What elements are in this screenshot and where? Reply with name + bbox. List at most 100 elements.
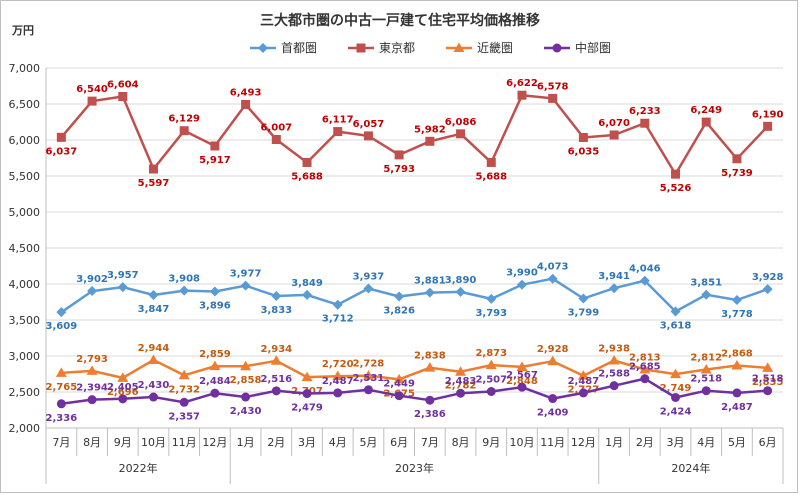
data-label: 2,696 xyxy=(107,387,139,398)
data-label: 2,518 xyxy=(752,374,784,385)
data-label: 2,484 xyxy=(199,376,231,387)
data-label: 6,129 xyxy=(168,114,200,125)
data-point xyxy=(763,386,773,396)
x-tick-label: 5月 xyxy=(359,436,377,449)
legend-marker xyxy=(258,43,268,53)
series-line-1 xyxy=(60,277,769,314)
data-label: 6,578 xyxy=(537,81,569,92)
data-point xyxy=(209,286,220,297)
data-point xyxy=(333,388,343,398)
data-label: 2,487 xyxy=(322,376,354,387)
data-label: 2,588 xyxy=(598,369,630,380)
data-label: 6,622 xyxy=(506,78,538,89)
data-label: 6,035 xyxy=(568,146,600,157)
data-point xyxy=(486,386,496,396)
data-point xyxy=(271,386,281,396)
legend-marker xyxy=(356,43,366,53)
x-tick-label: 9月 xyxy=(482,436,500,449)
data-point xyxy=(609,381,619,391)
data-point xyxy=(608,354,620,365)
data-point xyxy=(147,354,159,365)
data-point xyxy=(241,100,251,110)
data-label: 6,117 xyxy=(322,115,354,126)
data-point xyxy=(363,385,373,395)
data-point xyxy=(241,392,251,402)
data-point xyxy=(425,395,435,405)
data-point xyxy=(486,157,496,167)
data-point xyxy=(517,90,527,100)
data-point xyxy=(456,129,466,139)
data-label: 2,507 xyxy=(475,374,507,385)
y-tick-label: 7,000 xyxy=(9,62,41,75)
x-tick-label: 4月 xyxy=(697,436,715,449)
data-label: 2,793 xyxy=(76,354,108,365)
y-tick-label: 4,500 xyxy=(9,242,41,255)
data-point xyxy=(270,355,282,365)
data-label: 2,405 xyxy=(107,382,139,393)
data-point xyxy=(670,368,682,379)
data-label: 2,685 xyxy=(629,362,661,373)
data-point xyxy=(671,169,681,179)
data-label: 2,928 xyxy=(537,344,569,355)
y-tick-label: 2,500 xyxy=(9,386,41,399)
x-tick-label: 10月 xyxy=(141,436,166,449)
data-label: 2,728 xyxy=(353,359,385,370)
data-point xyxy=(609,130,619,140)
data-label: 4,046 xyxy=(629,264,661,275)
data-label: 5,597 xyxy=(138,178,170,189)
data-label: 2,479 xyxy=(291,403,323,414)
data-point xyxy=(578,293,589,304)
x-tick-label: 6月 xyxy=(759,436,777,449)
data-label: 6,007 xyxy=(260,122,292,133)
data-label: 6,190 xyxy=(752,109,784,120)
data-point xyxy=(56,307,67,318)
y-tick-label: 6,500 xyxy=(9,98,41,111)
data-point xyxy=(86,365,98,375)
data-point xyxy=(56,132,66,142)
data-point xyxy=(179,126,189,136)
data-point xyxy=(210,388,220,398)
legend-marker xyxy=(453,42,465,52)
data-point xyxy=(455,286,466,297)
data-label: 3,902 xyxy=(76,274,108,285)
data-label: 2,835 xyxy=(752,377,784,388)
legend-label: 近畿圏 xyxy=(477,41,513,55)
legend-marker xyxy=(552,43,562,53)
data-label: 2,732 xyxy=(168,384,200,395)
data-label: 3,847 xyxy=(138,304,170,315)
year-label: 2022年 xyxy=(119,461,158,475)
data-label: 2,386 xyxy=(414,409,446,420)
data-point xyxy=(394,391,404,401)
x-tick-label: 4月 xyxy=(329,436,347,449)
y-tick-label: 3,500 xyxy=(9,314,41,327)
legend-label: 中部圏 xyxy=(575,40,611,55)
x-tick-label: 12月 xyxy=(571,436,596,449)
data-point xyxy=(209,360,221,371)
data-point xyxy=(87,96,97,106)
x-tick-label: 12月 xyxy=(202,436,227,449)
data-point xyxy=(701,386,711,396)
data-point xyxy=(117,282,128,293)
data-label: 3,890 xyxy=(445,275,477,286)
data-point xyxy=(577,370,589,380)
data-point xyxy=(363,131,373,141)
data-label: 3,778 xyxy=(721,309,753,320)
data-label: 2,838 xyxy=(414,351,446,362)
data-point xyxy=(363,283,374,294)
data-point xyxy=(394,291,405,302)
data-point xyxy=(732,154,742,164)
data-label: 3,618 xyxy=(660,321,692,332)
data-label: 3,851 xyxy=(690,278,722,289)
data-label: 2,782 xyxy=(445,381,477,392)
data-point xyxy=(731,294,742,305)
data-label: 4,073 xyxy=(537,262,569,273)
data-point xyxy=(517,382,527,392)
data-label: 5,688 xyxy=(291,171,323,182)
data-label: 3,937 xyxy=(353,272,385,283)
data-point xyxy=(639,363,651,374)
data-label: 5,917 xyxy=(199,155,231,166)
data-point xyxy=(640,374,650,384)
data-point xyxy=(700,364,712,374)
data-point xyxy=(455,366,467,376)
